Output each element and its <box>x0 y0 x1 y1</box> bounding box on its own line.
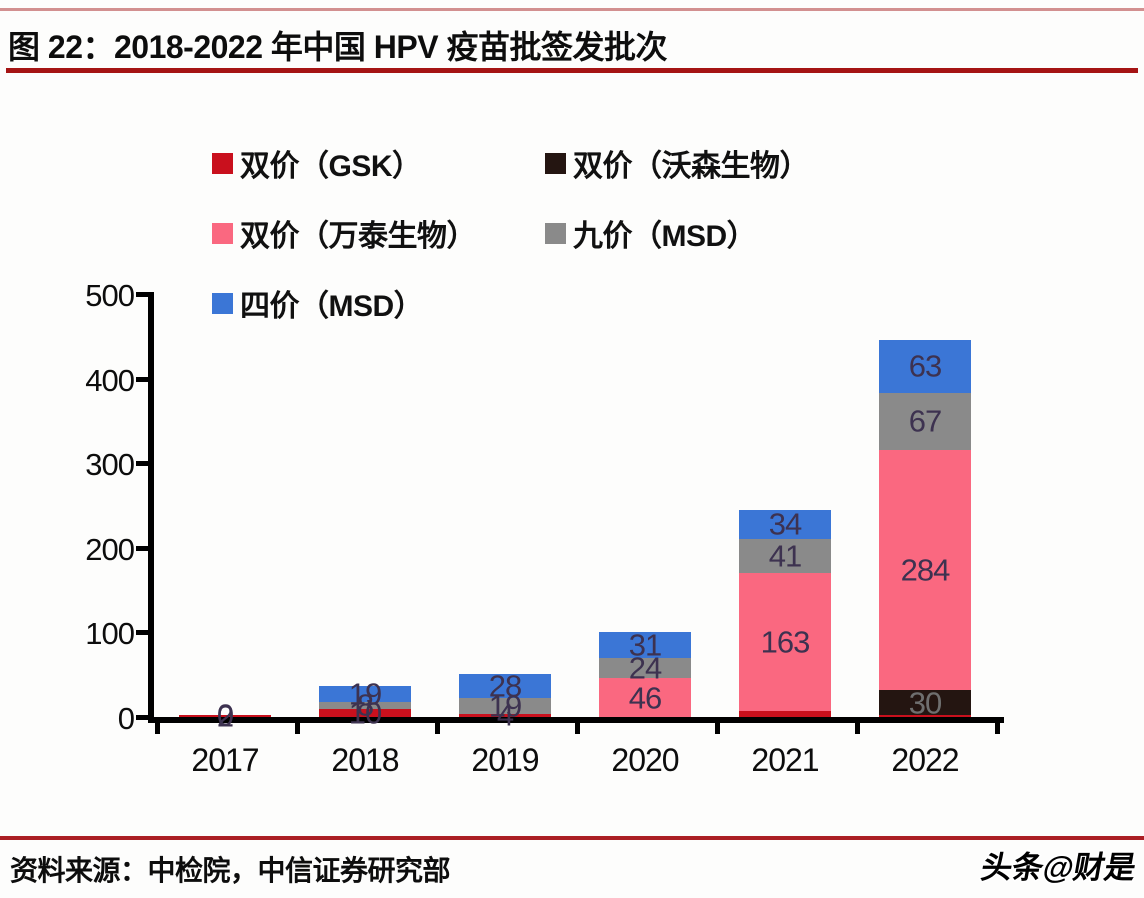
x-axis-tick <box>155 721 160 734</box>
y-axis-line <box>148 292 154 723</box>
bar-segment <box>879 393 971 450</box>
legend-label: 四价（MSD） <box>240 290 424 323</box>
y-axis-tick <box>136 461 149 467</box>
figure-title: 图 22：2018-2022 年中国 HPV 疫苗批签发批次 <box>8 29 668 65</box>
chart-plot: 2 0 10 8 19 4 19 28 46 24 31 163 41 34 30 284 67 63 <box>136 290 1004 734</box>
legend-label: 双价（沃森生物） <box>573 150 810 183</box>
x-axis-tick <box>995 721 1000 734</box>
x-axis-label: 2022 <box>891 742 959 778</box>
legend-item: 双价（沃森生物） <box>545 141 810 185</box>
legend-swatch-icon <box>545 222 566 244</box>
bar-segment <box>319 701 411 709</box>
legend-label: 双价（GSK） <box>240 150 422 183</box>
bar-segment <box>879 449 971 690</box>
legend-swatch-icon <box>212 222 233 244</box>
title-underline-rule <box>6 68 1138 73</box>
bar-value-label: 67 <box>908 403 942 439</box>
bar-segment <box>599 631 691 658</box>
x-axis-tick <box>435 721 440 734</box>
bar-value-label: 46 <box>628 680 662 716</box>
bar-segment <box>459 697 551 714</box>
bar-segment <box>459 713 551 717</box>
bar-value-label: 41 <box>768 538 802 574</box>
legend-item: 九价（MSD） <box>545 211 757 255</box>
y-axis-label: 500 <box>85 278 135 313</box>
bar-segment <box>319 685 411 702</box>
x-axis-tick <box>295 721 300 734</box>
source-note: 资料来源：中检院，中信证券研究部 <box>10 855 451 886</box>
bar-segment <box>879 715 971 717</box>
x-axis-label: 2019 <box>471 742 539 778</box>
bar-value-label: 19 <box>348 676 382 712</box>
bar-segment <box>179 715 271 717</box>
bar-value-label: 4 <box>496 697 514 733</box>
bar-value-label: 2 <box>216 698 234 734</box>
bar-value-label: 284 <box>900 552 951 588</box>
bar-value-label: 34 <box>768 506 802 542</box>
bar-segment <box>739 509 831 539</box>
y-axis-tick <box>136 630 149 636</box>
y-axis-tick <box>136 715 149 720</box>
legend-item: 双价（万泰生物） <box>212 211 477 255</box>
bar-segment <box>879 689 971 716</box>
bar-segment <box>739 711 831 717</box>
legend-swatch-icon <box>545 152 566 174</box>
legend-label: 九价（MSD） <box>573 220 757 253</box>
legend-swatch-icon <box>212 292 233 314</box>
bar-value-label: 163 <box>760 624 811 660</box>
legend-label: 双价（万泰生物） <box>240 220 477 253</box>
watermark: 头条@财是 <box>978 850 1139 885</box>
x-axis-line <box>148 717 1004 723</box>
bar-segment <box>599 678 691 717</box>
x-axis-tick <box>855 721 860 734</box>
bar-value-label: 24 <box>628 650 662 686</box>
y-axis-label: 100 <box>85 616 135 652</box>
x-axis-label: 2017 <box>191 742 259 778</box>
bar-value-label: 28 <box>488 668 522 704</box>
top-red-rule <box>0 8 1144 11</box>
y-axis-label: 300 <box>85 447 135 483</box>
y-axis-label: 200 <box>85 531 135 567</box>
legend-item: 双价（GSK） <box>212 141 422 185</box>
y-axis-label: 400 <box>85 362 135 398</box>
bar-value-label: 31 <box>628 627 662 663</box>
y-axis-tick <box>136 545 149 551</box>
x-axis-tick <box>715 721 720 734</box>
bar-value-label: 63 <box>908 348 942 384</box>
bar-segment <box>459 673 551 698</box>
bar-value-label: 0 <box>216 697 234 733</box>
bottom-red-rule <box>0 836 1144 840</box>
y-axis-tick <box>136 376 149 382</box>
bar-segment <box>739 573 831 712</box>
x-axis-label: 2020 <box>611 742 679 778</box>
bar-segment <box>319 708 411 717</box>
x-axis-tick <box>575 721 580 734</box>
bar-value-label: 10 <box>348 695 382 731</box>
bar-value-label: 30 <box>908 685 942 721</box>
bar-segment <box>599 657 691 679</box>
x-axis-label: 2018 <box>331 742 399 778</box>
legend-item: 四价（MSD） <box>212 281 424 325</box>
bar-segment <box>739 538 831 574</box>
x-axis-label: 2021 <box>751 742 819 778</box>
legend-swatch-icon <box>212 152 233 174</box>
y-axis-tick <box>136 292 149 297</box>
bar-segment <box>879 339 971 393</box>
bar-value-label: 8 <box>356 687 374 723</box>
y-axis-label: 0 <box>117 701 135 736</box>
bar-value-label: 19 <box>488 688 522 724</box>
